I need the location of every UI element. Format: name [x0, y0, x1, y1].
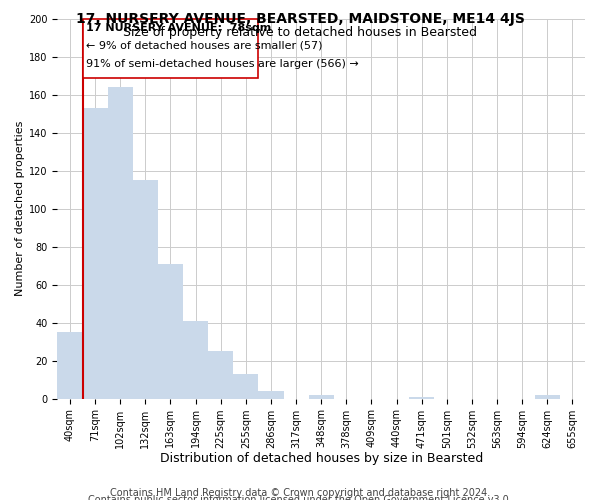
Bar — [535, 395, 560, 398]
Bar — [83, 19, 259, 78]
Y-axis label: Number of detached properties: Number of detached properties — [15, 121, 25, 296]
Bar — [208, 351, 233, 399]
Text: 91% of semi-detached houses are larger (566) →: 91% of semi-detached houses are larger (… — [86, 59, 359, 69]
Text: 17, NURSERY AVENUE, BEARSTED, MAIDSTONE, ME14 4JS: 17, NURSERY AVENUE, BEARSTED, MAIDSTONE,… — [76, 12, 524, 26]
Text: Contains public sector information licensed under the Open Government Licence v3: Contains public sector information licen… — [88, 495, 512, 500]
Bar — [308, 395, 334, 398]
X-axis label: Distribution of detached houses by size in Bearsted: Distribution of detached houses by size … — [160, 452, 483, 465]
Bar — [233, 374, 259, 398]
Bar — [409, 396, 434, 398]
Bar — [83, 108, 107, 399]
Bar — [133, 180, 158, 398]
Bar — [183, 321, 208, 398]
Bar — [259, 391, 284, 398]
Text: Contains HM Land Registry data © Crown copyright and database right 2024.: Contains HM Land Registry data © Crown c… — [110, 488, 490, 498]
Text: ← 9% of detached houses are smaller (57): ← 9% of detached houses are smaller (57) — [86, 41, 323, 51]
Bar — [107, 88, 133, 399]
Text: 17 NURSERY AVENUE:  78sqm: 17 NURSERY AVENUE: 78sqm — [86, 23, 272, 33]
Text: Size of property relative to detached houses in Bearsted: Size of property relative to detached ho… — [123, 26, 477, 39]
Bar — [58, 332, 83, 398]
Bar — [158, 264, 183, 398]
